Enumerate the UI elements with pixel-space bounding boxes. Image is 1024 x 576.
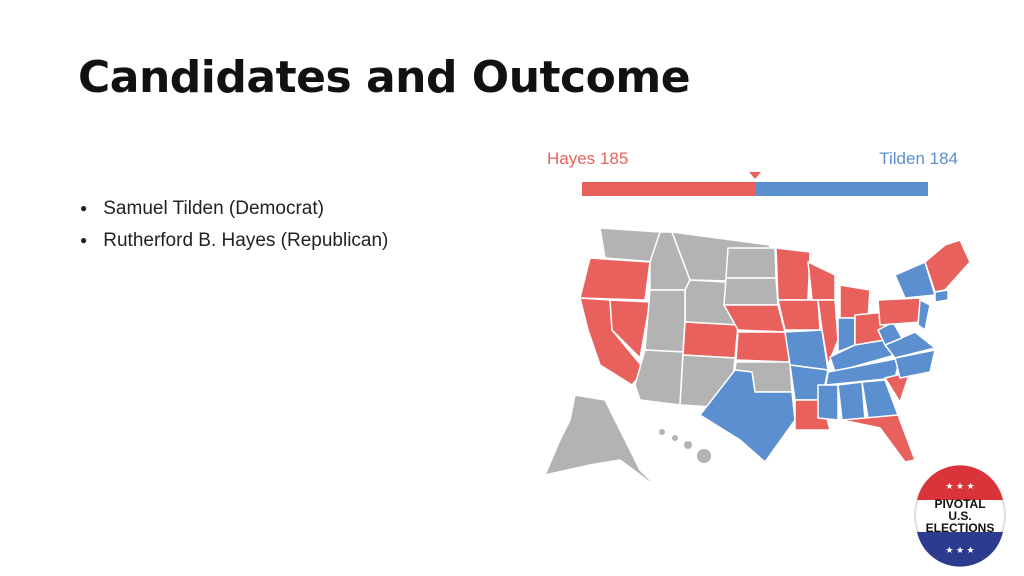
logo-text: ELECTIONS <box>926 521 995 535</box>
svg-text:★ ★ ★: ★ ★ ★ <box>945 481 974 491</box>
svg-text:★ ★ ★: ★ ★ ★ <box>945 545 974 555</box>
tilden-label: Tilden 184 <box>879 149 958 168</box>
bullet-list: Samuel Tilden (Democrat) Rutherford B. H… <box>80 198 388 262</box>
logo-text: PIVOTAL <box>934 497 985 511</box>
hayes-label: Hayes 185 <box>547 149 628 168</box>
logo-text: U.S. <box>948 509 971 523</box>
electoral-bar <box>582 182 928 196</box>
bullet: Samuel Tilden (Democrat) <box>80 198 388 220</box>
bar-segment <box>582 182 756 196</box>
us-map <box>544 227 971 491</box>
logo: ★ ★ ★ ★ ★ ★ PIVOTAL U.S. ELECTIONS <box>914 465 1006 567</box>
bar-segment <box>755 182 928 196</box>
majority-marker <box>749 172 761 179</box>
slide-title: Candidates and Outcome <box>78 52 691 103</box>
bullet: Rutherford B. Hayes (Republican) <box>80 230 388 252</box>
